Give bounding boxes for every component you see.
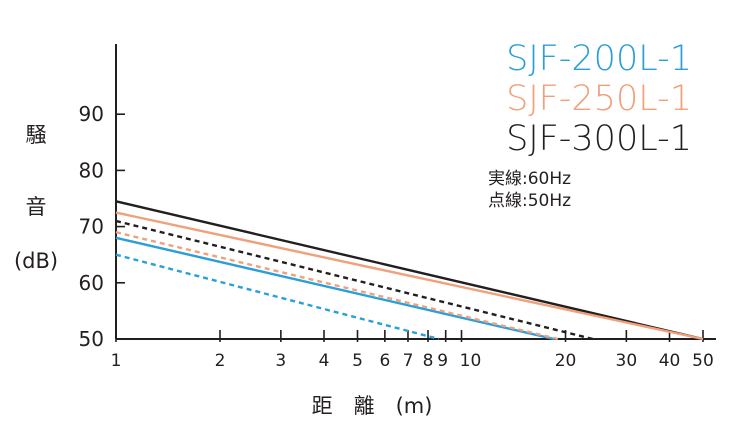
series-line-sjf-250l-1-solid — [115, 211, 704, 341]
y-axis-label: (dB) — [14, 249, 58, 273]
x-tick-label: 50 — [692, 351, 714, 371]
legend-item-sjf-200l-1: SJF-200L-1 — [506, 39, 692, 79]
x-tick-label: 20 — [555, 351, 577, 371]
x-axis-label: 距 離 (m) — [312, 394, 433, 418]
series-line-sjf-300l-1-dashed — [115, 219, 594, 341]
legend-item-sjf-300l-1: SJF-300L-1 — [506, 119, 692, 159]
y-tick-label: 60 — [79, 271, 104, 295]
x-tick-label: 2 — [215, 351, 226, 371]
y-tick-label: 90 — [79, 102, 104, 126]
y-axis-label: 騒 — [26, 123, 47, 147]
x-tick-label: 8 — [423, 351, 434, 371]
x-tick-label: 6 — [379, 351, 390, 371]
x-tick-label: 5 — [352, 351, 363, 371]
legend-note: 点線:50Hz — [488, 191, 571, 211]
legend-note: 実線:60Hz — [488, 169, 571, 189]
y-tick-label: 80 — [79, 158, 104, 182]
x-tick-label: 3 — [275, 351, 286, 371]
x-tick-label: 9 — [437, 351, 448, 371]
series-line-sjf-300l-1-solid — [115, 200, 704, 341]
y-tick-label: 70 — [79, 215, 104, 239]
x-tick-label: 4 — [319, 351, 330, 371]
y-axis-label: 音 — [26, 195, 47, 219]
y-tick-label: 50 — [79, 327, 104, 351]
x-tick-label: 1 — [111, 351, 122, 371]
x-tick-label: 40 — [659, 351, 681, 371]
series-line-sjf-250l-1-dashed — [115, 231, 559, 341]
x-tick-label: 30 — [616, 351, 638, 371]
x-tick-label: 7 — [403, 351, 414, 371]
legend-item-sjf-250l-1: SJF-250L-1 — [506, 79, 692, 119]
series-line-sjf-200l-1-dashed — [115, 253, 440, 341]
series-line-sjf-200l-1-solid — [115, 236, 555, 341]
x-tick-label: 10 — [460, 351, 482, 371]
